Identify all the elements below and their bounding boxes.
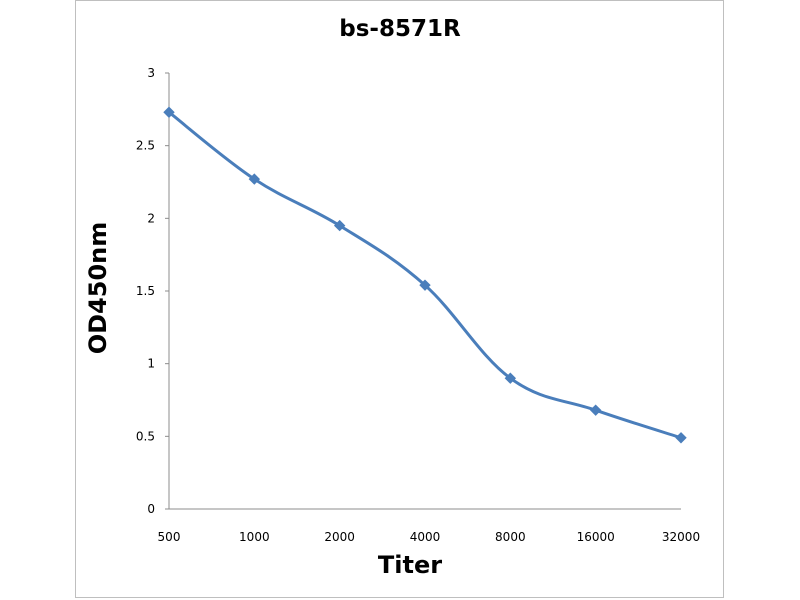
data-point <box>419 279 431 291</box>
x-tick-label: 8000 <box>495 530 526 544</box>
data-point <box>163 106 175 118</box>
chart-frame <box>75 0 724 598</box>
x-tick-label: 32000 <box>662 530 700 544</box>
x-tick-label: 1000 <box>239 530 270 544</box>
data-point <box>675 432 687 444</box>
data-point <box>248 173 261 185</box>
x-tick-label: 4000 <box>410 530 441 544</box>
y-tick-label: 0 <box>147 502 155 516</box>
y-tick-label: 1.5 <box>136 284 155 298</box>
y-tick-label: 3 <box>147 66 155 80</box>
x-tick-label: 2000 <box>324 530 355 544</box>
data-point <box>333 219 346 232</box>
y-tick-label: 1 <box>147 357 155 371</box>
x-axis-label: Titer <box>377 551 443 579</box>
y-tick-label: 2.5 <box>136 139 155 153</box>
series-line <box>168 111 682 440</box>
y-tick-label: 0.5 <box>136 429 155 443</box>
x-tick-label: 500 <box>158 530 181 544</box>
y-tick-label: 2 <box>147 211 155 225</box>
chart-title: bs-8571R <box>339 16 461 42</box>
data-point <box>589 404 602 416</box>
data-point <box>504 372 517 384</box>
x-tick-label: 16000 <box>577 530 615 544</box>
